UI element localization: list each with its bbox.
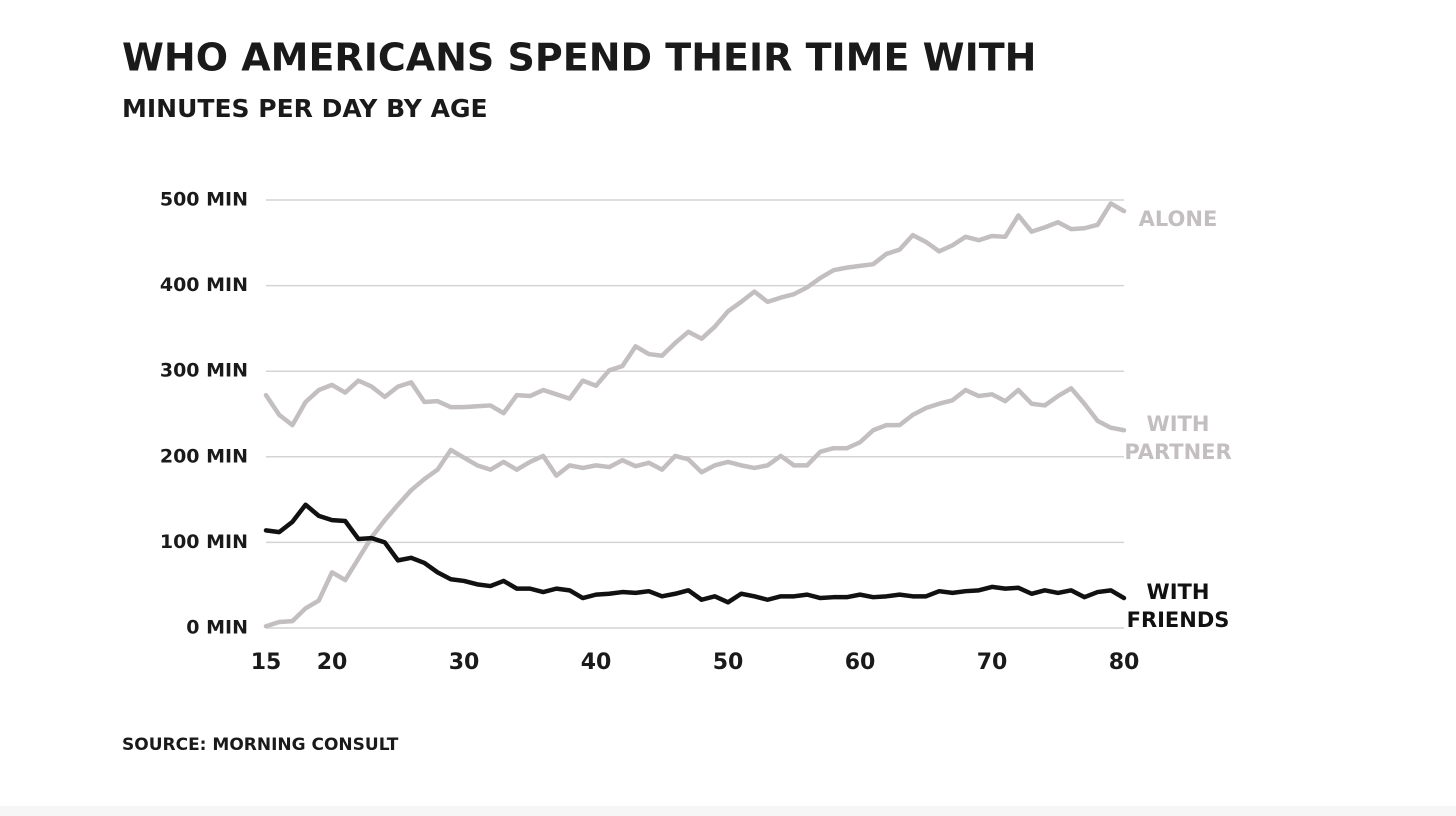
- y-tick-label: 200 MIN: [160, 445, 248, 467]
- series-line: [263, 502, 1127, 605]
- y-tick-label: 100 MIN: [160, 531, 248, 553]
- chart-subtitle: MINUTES PER DAY BY AGE: [122, 94, 488, 123]
- series-label: WITH FRIENDS: [1126, 580, 1230, 633]
- y-tick-label: 0 MIN: [186, 617, 248, 639]
- x-tick-label: 40: [581, 650, 612, 675]
- x-tick-label: 70: [977, 650, 1008, 675]
- chart-title: WHO AMERICANS SPEND THEIR TIME WITH: [122, 36, 1036, 80]
- y-tick-label: 500 MIN: [160, 189, 248, 211]
- source-note: SOURCE: MORNING CONSULT: [122, 735, 399, 755]
- y-tick-label: 400 MIN: [160, 274, 248, 296]
- series-line: [263, 201, 1127, 428]
- x-tick-label: 50: [713, 650, 744, 675]
- footer-strip: [0, 806, 1456, 816]
- x-tick-label: 80: [1109, 650, 1140, 675]
- x-tick-label: 60: [845, 650, 876, 675]
- x-tick-label: 20: [317, 650, 348, 675]
- x-tick-label: 30: [449, 650, 480, 675]
- series-label: WITH PARTNER: [1124, 412, 1232, 465]
- x-tick-label: 15: [251, 650, 282, 675]
- series-line: [263, 386, 1127, 629]
- series-label: ALONE: [1138, 207, 1218, 232]
- y-tick-label: 300 MIN: [160, 360, 248, 382]
